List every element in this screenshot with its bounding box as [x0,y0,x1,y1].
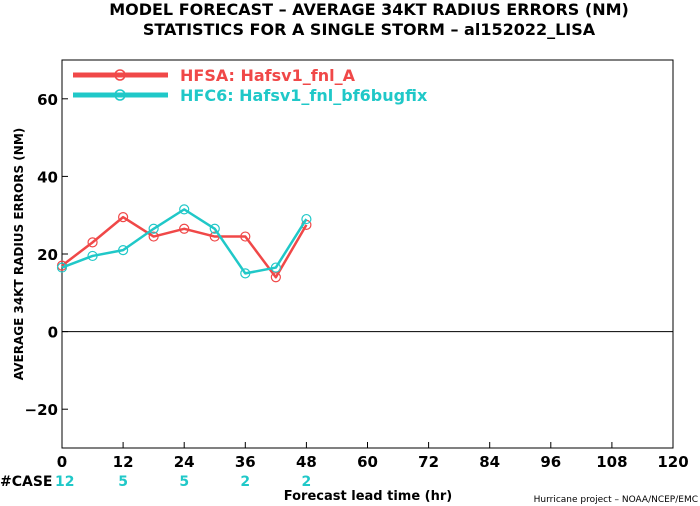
x-tick-label: 120 [657,453,688,471]
data-point [117,212,129,223]
case-count-value: 5 [179,474,189,490]
data-point [301,213,312,225]
x-tick-label: 96 [540,453,561,471]
data-point [148,223,159,234]
x-axis: 0 12 24 36 48 60 72 84 96 108 120 [57,442,689,471]
y-tick-label: 20 [37,246,58,264]
data-point [87,250,98,262]
data-point [270,262,281,273]
x-tick-label: 108 [596,453,627,471]
data-point [270,272,281,283]
x-axis-label: Forecast lead time (hr) [284,489,452,504]
legend-marker [114,89,126,101]
plot-area [61,59,674,449]
legend-item-1: HFSA: Hafsv1_fnl_A [73,66,356,85]
x-tick-label: 24 [174,453,195,471]
case-count-value: 2 [240,474,250,490]
data-point [56,262,68,273]
credit-text: Hurricane project – NOAA/NCEP/EMC [534,495,698,505]
case-count-label: #CASE [0,474,53,490]
case-count-value: 12 [55,474,74,490]
x-tick-label: 60 [357,453,378,471]
y-tick-label: 0 [48,324,58,342]
legend-label: HFC6: Hafsv1_fnl_bf6bugfix [180,86,428,105]
data-point [240,268,251,279]
case-count-row: 12 5 5 2 2 [55,474,311,490]
data-point [148,231,159,242]
x-tick-label: 72 [418,453,439,471]
x-tick-label: 84 [479,453,500,471]
case-count-value: 5 [118,474,128,490]
series-layer [56,204,312,283]
x-tick-label: 0 [57,453,67,471]
data-point [179,204,190,215]
series-line [61,215,308,279]
x-tick-label: 36 [235,453,256,471]
data-point [209,223,220,234]
data-point [87,237,98,248]
legend-item-2: HFC6: Hafsv1_fnl_bf6bugfix [73,86,428,105]
data-point [240,231,251,242]
y-tick-label: 60 [37,91,58,109]
x-tick-label: 12 [113,453,134,471]
y-tick-label: 40 [37,168,58,186]
y-tick-label: −20 [25,401,58,419]
case-count-value: 2 [302,474,312,490]
x-tick-label: 48 [296,453,317,471]
chart-title: MODEL FORECAST – AVERAGE 34KT RADIUS ERR… [109,0,629,19]
legend-label: HFSA: Hafsv1_fnl_A [180,66,356,85]
data-point [179,223,190,234]
y-axis-label: AVERAGE 34KT RADIUS ERRORS (NM) [12,128,26,380]
series-line [61,208,308,275]
legend-marker [114,69,126,81]
chart-subtitle: STATISTICS FOR A SINGLE STORM – al152022… [143,20,596,39]
series-2 [56,204,312,279]
y-axis: −20 0 20 40 60 [25,91,68,419]
data-point [117,245,129,256]
